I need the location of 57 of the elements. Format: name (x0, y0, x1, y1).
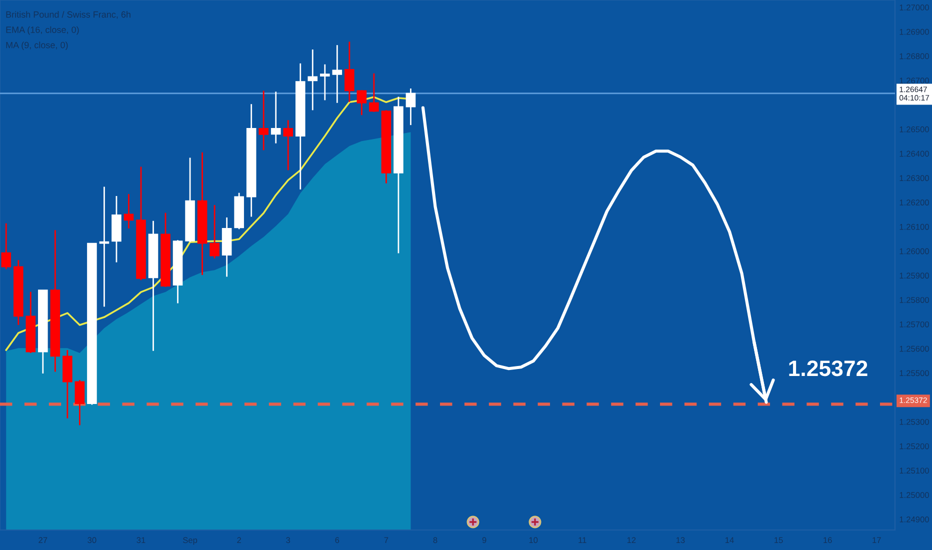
y-tick-label: 1.26400 (900, 150, 929, 157)
x-tick-label: 13 (676, 537, 685, 544)
x-tick-label: 15 (774, 537, 783, 544)
y-tick-label: 1.25200 (900, 443, 929, 450)
x-tick-label: 14 (725, 537, 734, 543)
candlestick (332, 44, 342, 104)
y-tick-label: 1.25100 (900, 468, 929, 474)
x-tick-label: 11 (578, 537, 586, 543)
y-tick-label: 1.26300 (900, 175, 929, 182)
annotation: MA (9, close, 0) (6, 42, 68, 50)
y-tick-label: 1.26900 (900, 28, 929, 35)
x-tick-label: 27 (38, 537, 48, 543)
candlestick (344, 40, 354, 103)
x-tick-label: 17 (872, 537, 881, 543)
candlestick (270, 90, 281, 144)
x-tick-label: 7 (384, 537, 388, 543)
candlestick (210, 204, 220, 260)
candlestick (320, 64, 330, 101)
y-tick-label: 1.26800 (900, 53, 929, 60)
x-tick-label: 31 (136, 537, 146, 544)
x-tick-label: 6 (335, 537, 340, 544)
y-tick-label: 1.26100 (900, 224, 929, 230)
annotation: EMA (16, close, 0) (6, 26, 79, 35)
y-tick-label: 1.25800 (900, 297, 929, 303)
candlestick (74, 379, 85, 426)
y-tick-label: 1.24900 (900, 516, 929, 522)
x-tick-label: 3 (286, 537, 290, 544)
x-tick-label: Sep (183, 537, 198, 545)
y-tick-label: 1.26500 (900, 126, 929, 132)
y-tick-label: 1.26200 (900, 200, 929, 206)
x-tick-label: 9 (482, 537, 486, 544)
annotation: 1.25372 (789, 360, 868, 376)
y-tick-label: 1.25000 (900, 492, 929, 498)
y-tick-label: 1.27000 (900, 4, 929, 10)
x-tick-label: 16 (824, 537, 832, 544)
x-tick-label: 2 (237, 537, 241, 543)
candlestick (1, 222, 12, 270)
y-tick-label: 1.25500 (900, 370, 929, 376)
y-tick-label: 1.25900 (900, 272, 929, 279)
candlestick (99, 186, 110, 308)
x-tick-label: 10 (529, 537, 538, 544)
y-tick-label: 1.25600 (900, 346, 929, 352)
text: British Pound / Swiss Franc, 6h (6, 11, 130, 19)
y-tick-label: 1.25300 (900, 418, 929, 425)
candlestick (308, 48, 318, 111)
candlestick (356, 90, 367, 116)
candlestick (369, 72, 379, 113)
candlestick (258, 90, 268, 151)
candlestick (124, 193, 134, 230)
candlestick (283, 119, 294, 171)
y-tick-label: 1.25700 (900, 321, 929, 328)
x-tick-label: 8 (433, 537, 438, 544)
x-tick-label: 12 (627, 537, 636, 543)
candlestick (406, 88, 416, 126)
y-tick-label: 1.26000 (900, 248, 929, 254)
y-tick-label: 1.26700 (900, 78, 929, 84)
x-tick-label: 30 (88, 537, 96, 544)
